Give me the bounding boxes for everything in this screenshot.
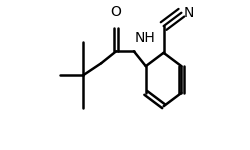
Text: O: O xyxy=(111,5,122,19)
Text: NH: NH xyxy=(135,31,156,45)
Text: N: N xyxy=(184,6,194,20)
